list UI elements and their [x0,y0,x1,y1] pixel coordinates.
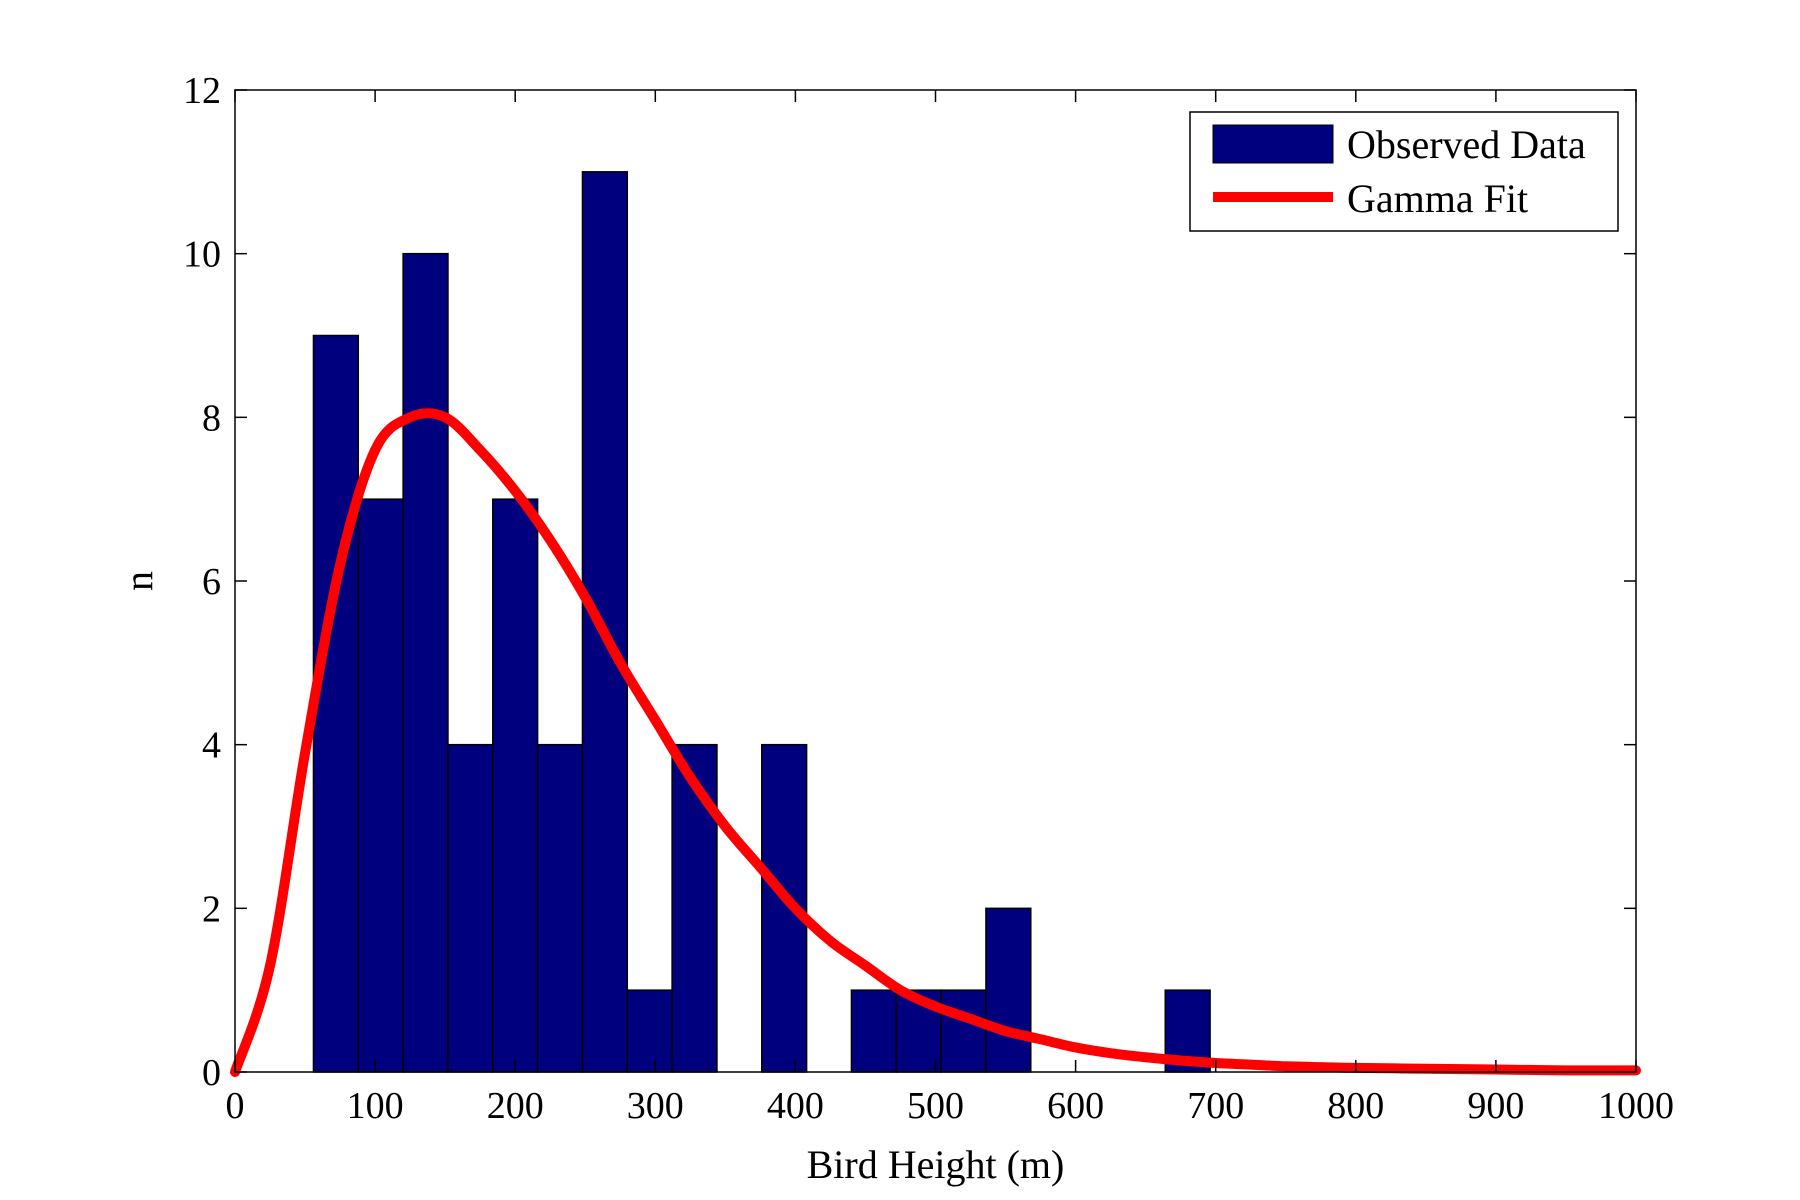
histogram-bar [312,334,360,1073]
x-tick-label: 700 [1187,1085,1244,1127]
legend: Observed Data Gamma Fit [1189,111,1619,232]
histogram-bar [492,498,539,1073]
x-tick-label: 1000 [1598,1085,1674,1127]
histogram-bar [536,743,584,1073]
histogram-bar [447,743,494,1073]
histogram-bar [626,989,673,1073]
x-tick-label: 300 [627,1085,684,1127]
x-tick-label: 0 [226,1085,245,1127]
histogram-bar [940,989,987,1073]
x-tick-label: 900 [1467,1085,1524,1127]
histogram-bar [581,171,629,1073]
x-tick-label: 500 [907,1085,964,1127]
y-tick-label: 4 [202,725,221,767]
y-tick-label: 8 [202,397,221,439]
legend-swatch-observed [1212,124,1334,164]
x-axis-label: Bird Height (m) [807,1142,1065,1187]
y-tick-label: 0 [202,1052,221,1094]
histogram-bar [357,498,404,1073]
histogram-bar [402,252,449,1073]
y-axis-label: n [116,571,161,591]
axes: 0 100 200 300 400 500 600 700 800 900 1000 0 2 4 6 8 10 1… [183,70,1674,1127]
x-tick-label: 400 [767,1085,824,1127]
y-tick-label: 2 [202,888,221,930]
plot-area [230,171,1641,1077]
x-tick-label: 200 [487,1085,544,1127]
x-tick-label: 100 [347,1085,404,1127]
x-tick-label: 600 [1047,1085,1104,1127]
histogram-bar [850,989,898,1073]
gamma-fit-line [230,408,1641,1077]
histogram-bar [985,907,1032,1073]
y-tick-label: 12 [183,70,221,112]
y-tick-label: 10 [183,234,221,276]
x-tick-label: 800 [1327,1085,1384,1127]
legend-label-gamma-fit: Gamma Fit [1347,176,1528,221]
y-tick-label: 6 [202,561,221,603]
legend-label-observed: Observed Data [1347,122,1586,167]
histogram-bar [671,743,718,1073]
